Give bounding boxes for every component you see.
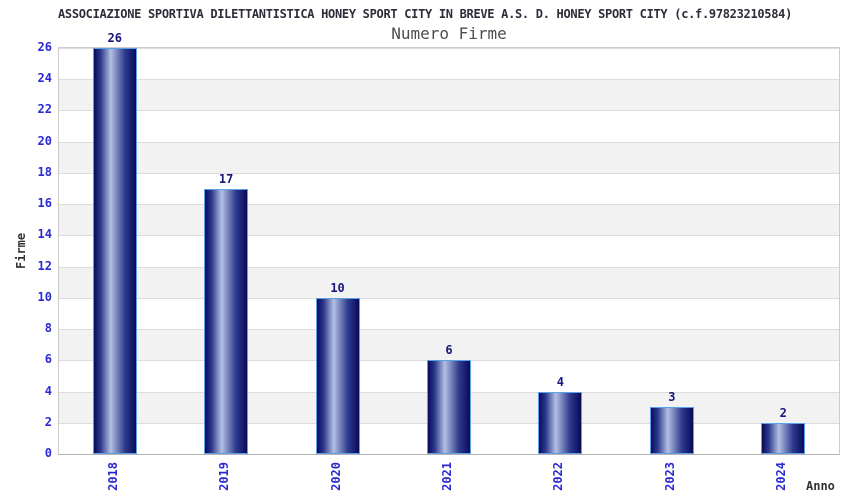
x-axis-ticks: 2018 2019 2020 2021 2022 2023 2024 <box>58 462 840 500</box>
plot-area: 26 17 10 6 4 3 2 <box>58 31 840 455</box>
y-tick-label: 14 <box>37 227 52 242</box>
y-tick-label: 20 <box>37 133 52 148</box>
y-tick-label: 16 <box>37 196 52 211</box>
y-tick-label: 2 <box>44 414 52 429</box>
x-tick-label: 2019 <box>217 462 232 491</box>
gridline <box>59 141 839 143</box>
y-tick-label: 10 <box>37 289 52 304</box>
y-tick-label: 24 <box>37 71 52 86</box>
bar-value-label: 4 <box>556 374 565 389</box>
y-tick-label: 26 <box>37 40 52 54</box>
bar-value-label: 17 <box>218 171 234 186</box>
x-tick-label: 2020 <box>328 462 343 491</box>
bar-value-label: 3 <box>668 390 676 405</box>
gridline <box>59 235 839 237</box>
gridline <box>59 266 839 268</box>
x-tick-label: 2022 <box>551 462 566 491</box>
plot-band <box>59 266 839 298</box>
chart-subtitle: Numero Firme <box>391 24 507 43</box>
bar <box>427 360 471 454</box>
y-tick-label: 0 <box>44 446 52 460</box>
plot-band <box>59 298 839 329</box>
bar <box>538 391 583 454</box>
x-axis-title: Anno <box>806 479 835 493</box>
x-tick-label: 2024 <box>774 462 789 491</box>
y-tick-label: 8 <box>44 321 52 336</box>
y-axis-ticks: 0 2 4 6 8 10 12 14 16 18 20 22 24 26 <box>0 40 52 460</box>
plot-band <box>59 141 839 173</box>
plot-band <box>59 204 839 236</box>
bar <box>761 422 806 454</box>
x-tick-label: 2018 <box>105 462 120 491</box>
bar-value-label: 26 <box>107 31 122 45</box>
chart-title: ASSOCIAZIONE SPORTIVA DILETTANTISTICA HO… <box>57 7 792 21</box>
bar <box>92 48 137 454</box>
bar <box>315 297 360 454</box>
gridline <box>59 204 839 206</box>
gridline <box>59 329 839 331</box>
gridline <box>59 297 839 299</box>
plot-band <box>59 329 839 361</box>
bar-value-label: 6 <box>445 343 453 358</box>
plot-band <box>59 79 839 111</box>
bar <box>204 188 249 454</box>
y-tick-label: 18 <box>37 164 52 179</box>
gridline <box>59 48 839 49</box>
y-tick-label: 22 <box>37 102 52 117</box>
y-tick-label: 6 <box>44 352 52 367</box>
plot-band <box>59 48 839 79</box>
y-tick-label: 12 <box>37 258 52 273</box>
plot-band <box>59 110 839 141</box>
bar-value-label: 2 <box>779 405 787 420</box>
x-tick-label: 2023 <box>662 462 677 491</box>
plot-band <box>59 173 839 204</box>
plot-band <box>59 235 839 266</box>
x-tick-label: 2021 <box>440 462 454 491</box>
bar-value-label: 10 <box>330 280 345 295</box>
y-tick-label: 4 <box>44 383 52 398</box>
gridline <box>59 172 839 174</box>
gridline <box>59 110 839 112</box>
gridline <box>59 79 839 81</box>
bar <box>649 407 694 454</box>
